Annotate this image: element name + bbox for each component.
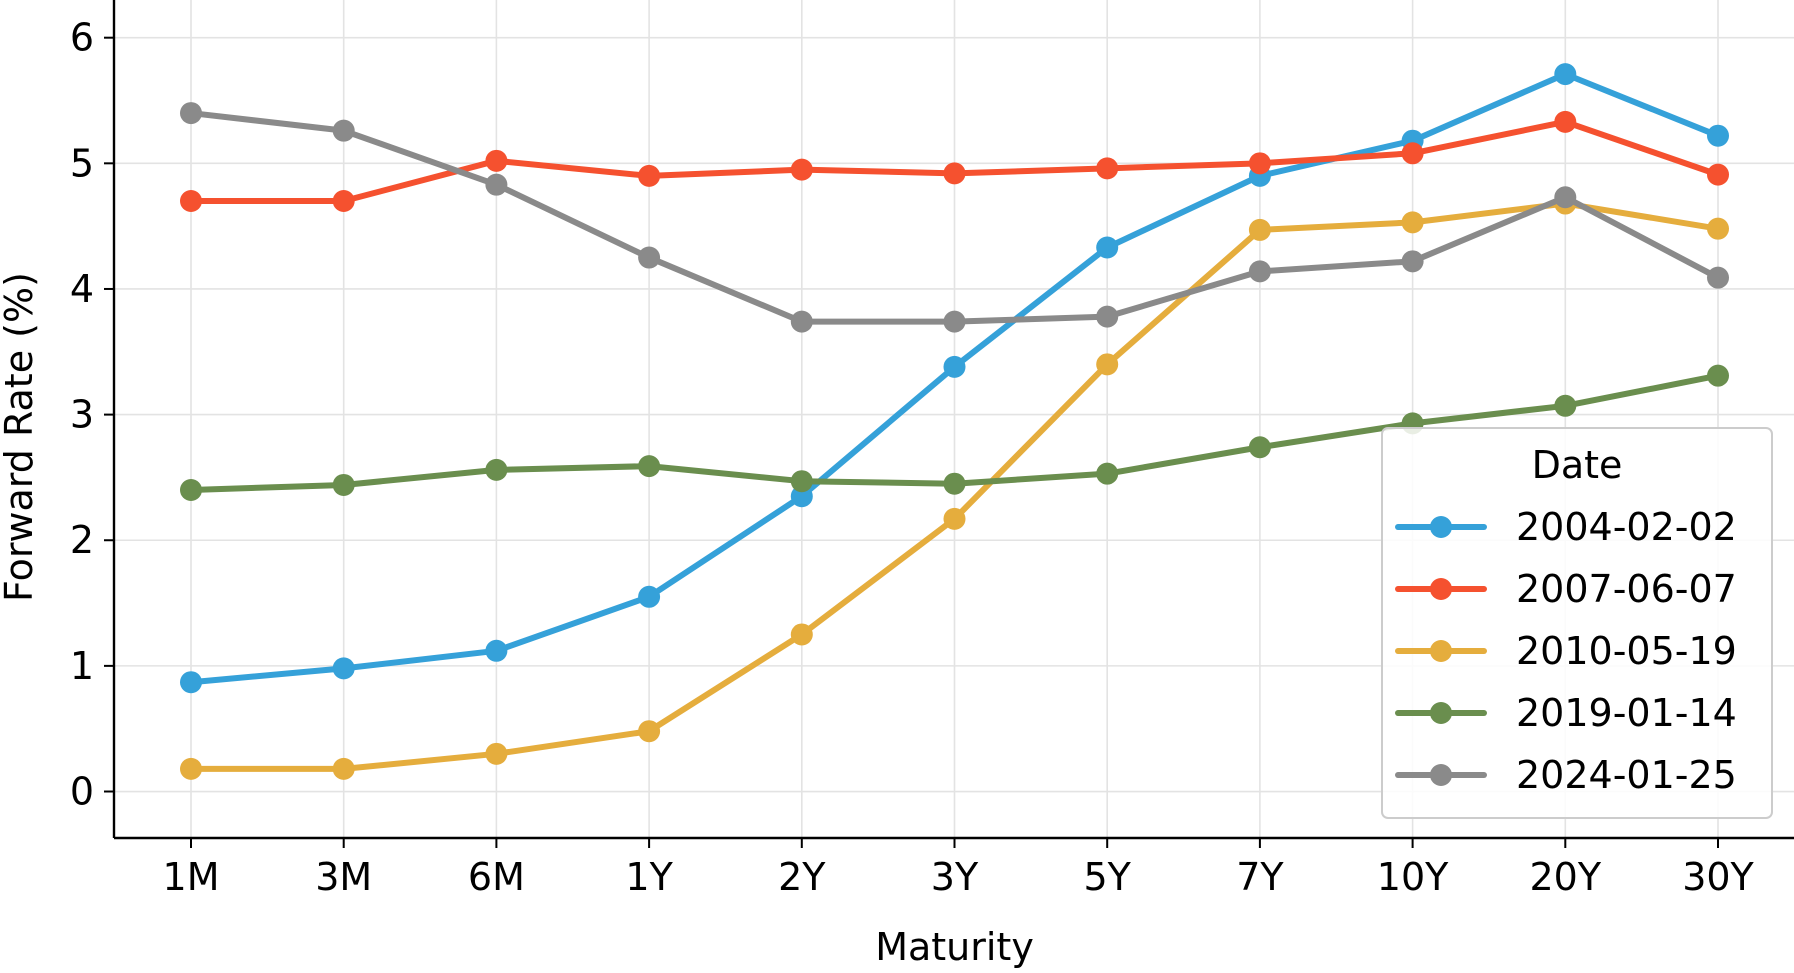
x-tick-label: 10Y bbox=[1377, 855, 1449, 899]
data-point bbox=[180, 757, 202, 780]
data-point bbox=[1707, 124, 1729, 147]
data-point bbox=[790, 158, 813, 181]
axes: 1M 3M 6M 1Y 2Y 3Y 5Y 7Y 10Y 20Y 30Y 0 1 2 3 4 5 6 bbox=[70, 0, 1794, 899]
data-point bbox=[1096, 157, 1119, 180]
legend-swatch-marker bbox=[1430, 702, 1452, 724]
x-tick-label: 7Y bbox=[1236, 855, 1284, 899]
legend-label: 2019-01-14 bbox=[1516, 691, 1737, 735]
legend-label: 2007-06-07 bbox=[1516, 567, 1737, 611]
legend-label: 2024-01-25 bbox=[1516, 753, 1737, 797]
data-point bbox=[1248, 260, 1271, 283]
data-point bbox=[943, 162, 966, 185]
data-point bbox=[943, 507, 966, 530]
data-point bbox=[1401, 211, 1424, 234]
legend-swatch-marker bbox=[1430, 764, 1452, 786]
legend-item: 2007-06-07 bbox=[1395, 567, 1737, 611]
y-axis-label: Forward Rate (%) bbox=[0, 272, 41, 602]
data-point bbox=[180, 190, 202, 213]
data-point bbox=[1707, 163, 1729, 186]
data-point bbox=[485, 742, 508, 765]
legend: Date 2004-02-02 2007-06-07 2010-05-19 2019-0… bbox=[1381, 427, 1773, 819]
data-point bbox=[485, 173, 508, 196]
y-tick-label: 4 bbox=[70, 267, 94, 311]
y-tick-label: 0 bbox=[70, 770, 94, 814]
data-point bbox=[1248, 218, 1271, 241]
data-point bbox=[1401, 142, 1424, 165]
series-2010-05-19 bbox=[180, 192, 1729, 780]
series-2007-06-07 bbox=[180, 110, 1729, 213]
data-point bbox=[485, 149, 508, 172]
data-point bbox=[332, 190, 355, 213]
data-point bbox=[1096, 353, 1119, 376]
data-point bbox=[638, 585, 661, 608]
y-tick-label: 5 bbox=[70, 141, 94, 185]
x-tick-label: 1Y bbox=[625, 855, 673, 899]
legend-label: 2010-05-19 bbox=[1516, 629, 1737, 673]
data-point bbox=[1554, 186, 1577, 209]
data-point bbox=[1096, 462, 1119, 485]
data-point bbox=[180, 478, 202, 501]
y-tick-label: 1 bbox=[70, 644, 94, 688]
x-tick-label: 6M bbox=[468, 855, 525, 899]
y-tick-label: 3 bbox=[70, 393, 94, 437]
data-point bbox=[1554, 110, 1577, 133]
x-axis-label: Maturity bbox=[875, 925, 1034, 969]
legend-item: 2010-05-19 bbox=[1395, 629, 1737, 673]
data-point bbox=[790, 623, 813, 646]
data-point bbox=[1248, 152, 1271, 175]
data-point bbox=[332, 657, 355, 680]
data-point bbox=[1707, 266, 1729, 289]
data-point bbox=[1096, 305, 1119, 328]
data-point bbox=[943, 472, 966, 495]
x-tick-label: 3Y bbox=[931, 855, 979, 899]
series-2019-01-14 bbox=[180, 364, 1729, 501]
legend-item: 2019-01-14 bbox=[1395, 691, 1737, 735]
data-point bbox=[1554, 63, 1577, 86]
data-point bbox=[638, 164, 661, 187]
data-point bbox=[485, 639, 508, 662]
legend-swatch-marker bbox=[1430, 640, 1452, 662]
x-tick-label: 30Y bbox=[1682, 855, 1754, 899]
series-2024-01-25 bbox=[180, 102, 1729, 333]
x-tick-label: 1M bbox=[163, 855, 220, 899]
data-point bbox=[180, 102, 202, 125]
x-tick-label: 2Y bbox=[778, 855, 826, 899]
data-point bbox=[943, 355, 966, 378]
x-tick-label: 5Y bbox=[1084, 855, 1132, 899]
data-point bbox=[1401, 250, 1424, 273]
y-tick-label: 6 bbox=[70, 16, 94, 60]
data-point bbox=[638, 455, 661, 478]
data-point bbox=[638, 246, 661, 269]
x-tick-label: 3M bbox=[315, 855, 372, 899]
data-point bbox=[1248, 436, 1271, 459]
data-point bbox=[1554, 394, 1577, 417]
data-point bbox=[1707, 364, 1729, 387]
series-2004-02-02 bbox=[180, 63, 1729, 694]
legend-label: 2004-02-02 bbox=[1516, 505, 1737, 549]
data-point bbox=[790, 470, 813, 493]
legend-title: Date bbox=[1532, 443, 1623, 487]
data-point bbox=[943, 310, 966, 333]
data-point bbox=[485, 458, 508, 481]
data-point bbox=[790, 485, 813, 508]
data-point bbox=[332, 757, 355, 780]
data-point bbox=[790, 310, 813, 333]
data-point bbox=[1707, 217, 1729, 240]
series-group bbox=[180, 63, 1729, 780]
data-point bbox=[332, 119, 355, 142]
legend-swatch-marker bbox=[1430, 516, 1452, 538]
legend-item: 2004-02-02 bbox=[1395, 505, 1737, 549]
legend-item: 2024-01-25 bbox=[1395, 753, 1737, 797]
y-tick-label: 2 bbox=[70, 518, 94, 562]
data-point bbox=[180, 671, 202, 694]
x-tick-label: 20Y bbox=[1530, 855, 1602, 899]
data-point bbox=[1096, 236, 1119, 259]
data-point bbox=[332, 473, 355, 496]
legend-swatch-marker bbox=[1430, 578, 1452, 600]
data-point bbox=[638, 720, 661, 743]
